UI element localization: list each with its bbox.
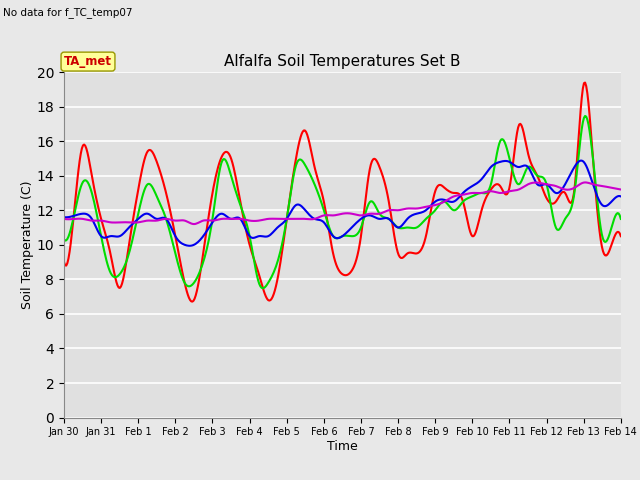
X-axis label: Time: Time [327,440,358,453]
Y-axis label: Soil Temperature (C): Soil Temperature (C) [20,180,34,309]
Title: Alfalfa Soil Temperatures Set B: Alfalfa Soil Temperatures Set B [224,54,461,70]
Text: TA_met: TA_met [64,55,112,68]
Text: No data for f_TC_temp07: No data for f_TC_temp07 [3,7,132,18]
